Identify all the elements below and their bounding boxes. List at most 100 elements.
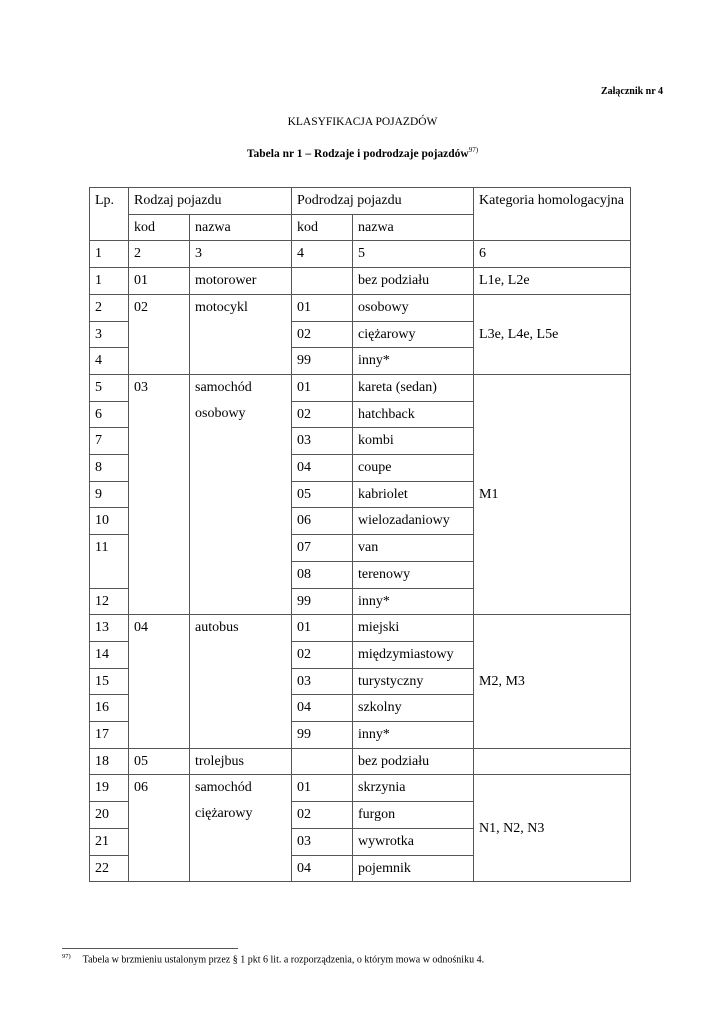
table-cell: 04	[128, 614, 190, 749]
table-row: 14 02 międzymiastowy	[89, 640, 631, 669]
table-cell: L1e, L2e	[473, 267, 632, 295]
table-cell: 19	[89, 774, 129, 803]
table-row: 17 99 inny*	[89, 721, 631, 749]
table-cell: 12	[89, 587, 129, 616]
table-cell: 01	[128, 267, 190, 295]
document-title: KLASYFIKACJA POJAZDÓW	[287, 116, 438, 128]
table-cell: 5	[352, 240, 475, 269]
table-cell: Kategoria homologacyjna	[473, 186, 632, 242]
table-cell: 01	[291, 774, 354, 803]
footnote: 97) Tabela w brzmieniu ustalonym przez § …	[62, 953, 484, 965]
table-cell: 99	[291, 721, 354, 749]
table-row: 19 06 samochód ciężarowy 01 skrzynia N1, N2, …	[89, 774, 632, 883]
table-cell: 2	[89, 293, 129, 322]
table-cell: turystyczny	[352, 667, 475, 696]
table-cell: Rodzaj pojazdu	[127, 187, 293, 215]
table-cell: 03	[291, 667, 354, 696]
table-cell: Lp.	[89, 186, 129, 242]
table-cell: 4	[291, 240, 354, 269]
table-row: 1 01 motorower bez podziału L1e, L2e	[89, 267, 632, 295]
table-cell: 16	[89, 694, 129, 723]
table-cell: międzymiastowy	[352, 640, 475, 669]
table-cell: samochód osobowy	[188, 373, 293, 616]
table-cell: 03	[291, 427, 354, 456]
table-header-row: kod nazwa kod nazwa	[90, 213, 631, 242]
table-row: 22 04 pojemnik	[89, 854, 631, 883]
footnote-text: Tabela w brzmieniu ustalonym przez § 1 p…	[82, 954, 485, 966]
table-cell	[473, 747, 632, 776]
table-cell: 2	[128, 240, 190, 269]
table-cell: 06	[291, 507, 354, 536]
table-cell: 02	[291, 640, 354, 669]
table-cell: 4	[89, 347, 129, 375]
table-cell: miejski	[352, 614, 475, 642]
table-row: 5 03 samochód osobowy 01 kareta (sedan) M1	[89, 373, 632, 616]
table-cell: 1	[89, 267, 129, 295]
table-row: 10 06 wielozadaniowy	[89, 507, 631, 536]
table-cell: 15	[89, 667, 129, 696]
table-cell: Podrodzaj pojazdu	[291, 187, 475, 215]
table-cell: 04	[291, 454, 354, 482]
table-cell: 13	[89, 614, 129, 642]
table-cell: samochód ciężarowy	[188, 774, 293, 883]
table-cell: inny*	[352, 587, 475, 616]
table-cell: 01	[291, 373, 354, 402]
table-cell: M2, M3	[473, 614, 632, 749]
annex-label: Załącznik nr 4	[600, 86, 663, 97]
table-caption: Tabela nr 1 – Rodzaje i podrodzaje pojaz…	[0, 146, 725, 160]
table-cell: 5	[89, 373, 129, 402]
table-row: 3 02 ciężarowy	[89, 320, 631, 349]
table-cell: kombi	[352, 427, 475, 456]
table-cell: 1	[89, 240, 129, 269]
table-cell: 22	[89, 854, 129, 883]
table-cell: 21	[89, 827, 129, 856]
footnote-number: 97)	[62, 953, 71, 960]
table-cell: kareta (sedan)	[352, 373, 475, 402]
table-cell: 10	[89, 507, 129, 536]
table-cell: 04	[291, 854, 354, 883]
table-cell: szkolny	[352, 694, 475, 723]
table-row: 4 99 inny*	[89, 347, 631, 375]
table-cell: 01	[291, 293, 354, 322]
table-caption-text: Tabela nr 1 – Rodzaje i podrodzaje pojaz…	[246, 147, 469, 160]
table-cell: 99	[291, 347, 354, 375]
table-cell: 01	[291, 614, 354, 642]
table-cell: 03	[128, 373, 190, 616]
table-row: 11 07 van	[89, 534, 631, 589]
table-row: 9 05 kabriolet	[89, 480, 631, 509]
table-cell	[291, 747, 354, 776]
table-row: 13 04 autobus 01 miejski M2, M3	[89, 614, 632, 749]
footnote-ref: 97)	[468, 146, 479, 154]
table-cell	[291, 267, 354, 295]
table-cell: 07	[291, 534, 354, 562]
table-cell: 9	[89, 480, 129, 509]
table-cell: 11	[89, 534, 129, 589]
table-cell: 05	[128, 747, 190, 776]
table-cell: inny*	[352, 721, 475, 749]
table-cell: 08	[291, 560, 354, 589]
table-cell: autobus	[188, 614, 293, 749]
table-row: 18 05 trolejbus bez podziału	[89, 747, 632, 776]
table-cell: inny*	[352, 347, 475, 375]
table-cell: ciężarowy	[352, 320, 475, 349]
table-cell: skrzynia	[352, 774, 475, 803]
table-cell: hatchback	[352, 400, 475, 429]
table-cell: 05	[291, 480, 354, 509]
table-cell: L3e, L4e, L5e	[473, 293, 632, 375]
table-row: 08 terenowy	[90, 560, 631, 589]
table-cell: bez podziału	[352, 747, 475, 776]
table-cell: 8	[89, 454, 129, 482]
table-cell: 20	[89, 801, 129, 829]
table-cell: kod	[128, 213, 190, 242]
table-cell: pojemnik	[352, 854, 475, 883]
table-cell: trolejbus	[188, 747, 293, 776]
table-row: 8 04 coupe	[89, 454, 631, 482]
table-cell: wywrotka	[352, 827, 475, 856]
table-cell: osobowy	[352, 293, 475, 322]
table-cell: 99	[291, 587, 354, 616]
table-row: 2 02 motocykl 01 osobowy L3e, L4e, L5e	[89, 293, 632, 375]
table-row: 20 02 furgon	[89, 801, 631, 829]
table-cell: bez podziału	[352, 267, 475, 295]
table-row: 7 03 kombi	[89, 427, 631, 456]
